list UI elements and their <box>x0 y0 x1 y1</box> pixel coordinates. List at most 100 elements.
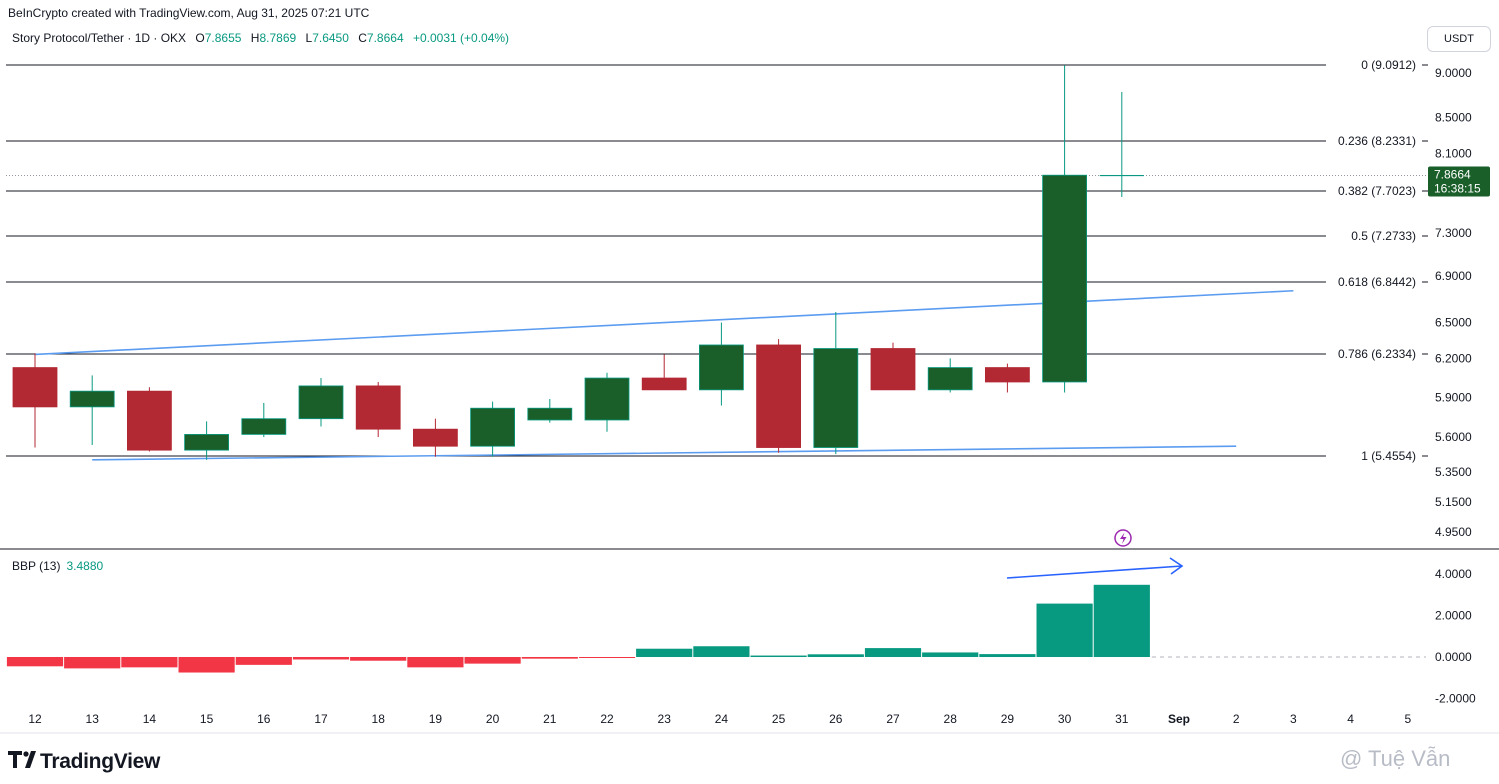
time-axis-label: 26 <box>829 712 843 726</box>
candle[interactable] <box>870 342 916 391</box>
candle-body <box>985 367 1030 383</box>
annotations <box>0 529 1499 734</box>
bbp-bar <box>6 657 64 667</box>
time-axis-label: 20 <box>486 712 500 726</box>
price-axis-label: 8.5000 <box>1435 110 1472 124</box>
current-price-badge-bg <box>1428 166 1490 197</box>
candles <box>12 65 1144 460</box>
candle[interactable] <box>527 399 573 423</box>
bbp-bar <box>693 646 750 657</box>
candle-body <box>127 390 172 451</box>
bbp-histogram <box>6 584 1426 673</box>
time-axis-label: 2 <box>1233 712 1240 726</box>
price-axis-label: 6.5000 <box>1435 316 1472 330</box>
fib-label: 0 (9.0912) <box>1361 58 1416 72</box>
fib-label: 0.786 (6.2334) <box>1338 347 1416 361</box>
candle[interactable] <box>241 402 287 438</box>
candle-body <box>298 385 344 420</box>
watermark: @ Tuệ Vẫn <box>1340 746 1451 771</box>
symbol-legend: Story Protocol/Tether · 1D · OKX O7.8655… <box>12 31 509 45</box>
indicator-value: 3.4880 <box>66 559 104 573</box>
bbp-bar <box>864 648 922 657</box>
indicator-legend[interactable]: BBP (13) 3.4880 <box>12 559 103 573</box>
candle[interactable] <box>470 401 516 457</box>
bbp-bar <box>922 652 979 657</box>
candle-body <box>584 377 630 421</box>
created-by-caption: BeInCrypto created with TradingView.com,… <box>8 6 370 20</box>
bbp-axis-label: 4.0000 <box>1435 567 1472 581</box>
close-value: 7.8664 <box>366 31 404 45</box>
candle[interactable] <box>184 421 230 460</box>
price-axis-label: 6.9000 <box>1435 269 1472 283</box>
candle[interactable] <box>1099 91 1144 198</box>
time-axis-label: Sep <box>1168 712 1190 726</box>
candle-body <box>527 407 573 421</box>
trendline[interactable] <box>92 445 1237 461</box>
bbp-axis-label: -2.0000 <box>1435 691 1476 705</box>
candle[interactable] <box>641 354 687 391</box>
flash-icon[interactable] <box>1114 529 1132 547</box>
candle[interactable] <box>412 418 458 457</box>
time-axis-label: 24 <box>715 712 729 726</box>
candle[interactable] <box>813 311 859 455</box>
bbp-bar <box>1036 603 1093 657</box>
low-value: 7.6450 <box>312 31 349 45</box>
time-axis-label: 17 <box>314 712 328 726</box>
bbp-bar <box>64 657 121 669</box>
symbol-title[interactable]: Story Protocol/Tether · 1D · OKX <box>12 31 187 45</box>
price-axis-label: 8.1000 <box>1435 147 1472 161</box>
bbp-bar <box>750 655 807 657</box>
candle[interactable] <box>927 358 973 393</box>
candle-body <box>470 407 516 447</box>
currency-button[interactable]: USDT <box>1427 26 1491 52</box>
time-axis-label: 5 <box>1404 712 1411 726</box>
bbp-bar <box>292 657 350 660</box>
open-label: O <box>195 31 205 45</box>
time-axis-label: 30 <box>1058 712 1072 726</box>
candle[interactable] <box>985 363 1030 393</box>
candle[interactable] <box>1042 65 1087 393</box>
candle-body <box>1042 174 1087 383</box>
fib-label: 0.382 (7.7023) <box>1338 184 1416 198</box>
price-axis-label: 5.3500 <box>1435 465 1472 479</box>
time-axis-label: 3 <box>1290 712 1297 726</box>
time-axis-label: 31 <box>1115 712 1129 726</box>
candle[interactable] <box>355 381 401 438</box>
fib-levels: 0 (9.0912) 0.236 (8.2331) 0.382 (7.7023) 0.… <box>6 58 1428 463</box>
trendline[interactable] <box>34 289 1294 356</box>
candle-body <box>870 348 916 391</box>
fib-label: 0.236 (8.2331) <box>1338 134 1416 148</box>
candle-body <box>12 367 58 408</box>
candle-body <box>241 418 287 435</box>
time-axis-label: 13 <box>86 712 100 726</box>
candle[interactable] <box>584 372 630 432</box>
candle[interactable] <box>298 378 344 427</box>
bbp-axis-label: 2.0000 <box>1435 609 1472 623</box>
fib-label: 1 (5.4554) <box>1361 449 1416 463</box>
bbp-bar <box>807 654 864 657</box>
tradingview-logo-icon <box>8 751 36 768</box>
current-price-countdown: 16:38:15 <box>1434 182 1481 196</box>
time-axis-label: 4 <box>1347 712 1354 726</box>
high-value: 8.7869 <box>259 31 297 45</box>
bbp-bar <box>578 657 636 658</box>
close-label: C <box>358 31 367 45</box>
price-axis-label: 9.0000 <box>1435 66 1472 80</box>
bbp-bar <box>464 657 521 664</box>
candle-body <box>813 348 859 448</box>
candle[interactable] <box>756 339 801 453</box>
tradingview-logo[interactable]: TradingView <box>40 750 160 774</box>
candle[interactable] <box>69 375 115 445</box>
high-label: H <box>250 31 260 45</box>
time-axis-label: 12 <box>28 712 42 726</box>
candle[interactable] <box>127 387 172 452</box>
price-axis-label: 6.2000 <box>1435 351 1472 365</box>
time-axis-label: 22 <box>600 712 614 726</box>
price-axis-label: 5.1500 <box>1435 495 1472 509</box>
candle-body <box>69 390 115 408</box>
time-axis-label: 25 <box>772 712 786 726</box>
candle[interactable] <box>699 322 744 406</box>
candle[interactable] <box>12 353 58 448</box>
